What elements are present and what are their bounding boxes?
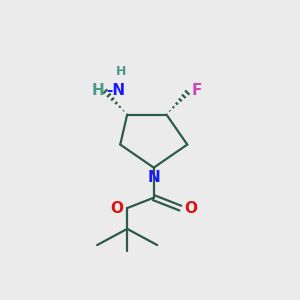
Text: H: H [116,64,127,78]
Text: O: O [184,201,197,216]
Text: N: N [147,170,160,185]
Text: F: F [191,83,202,98]
Text: O: O [110,201,123,216]
Text: -N: -N [106,83,125,98]
Text: H: H [91,83,104,98]
